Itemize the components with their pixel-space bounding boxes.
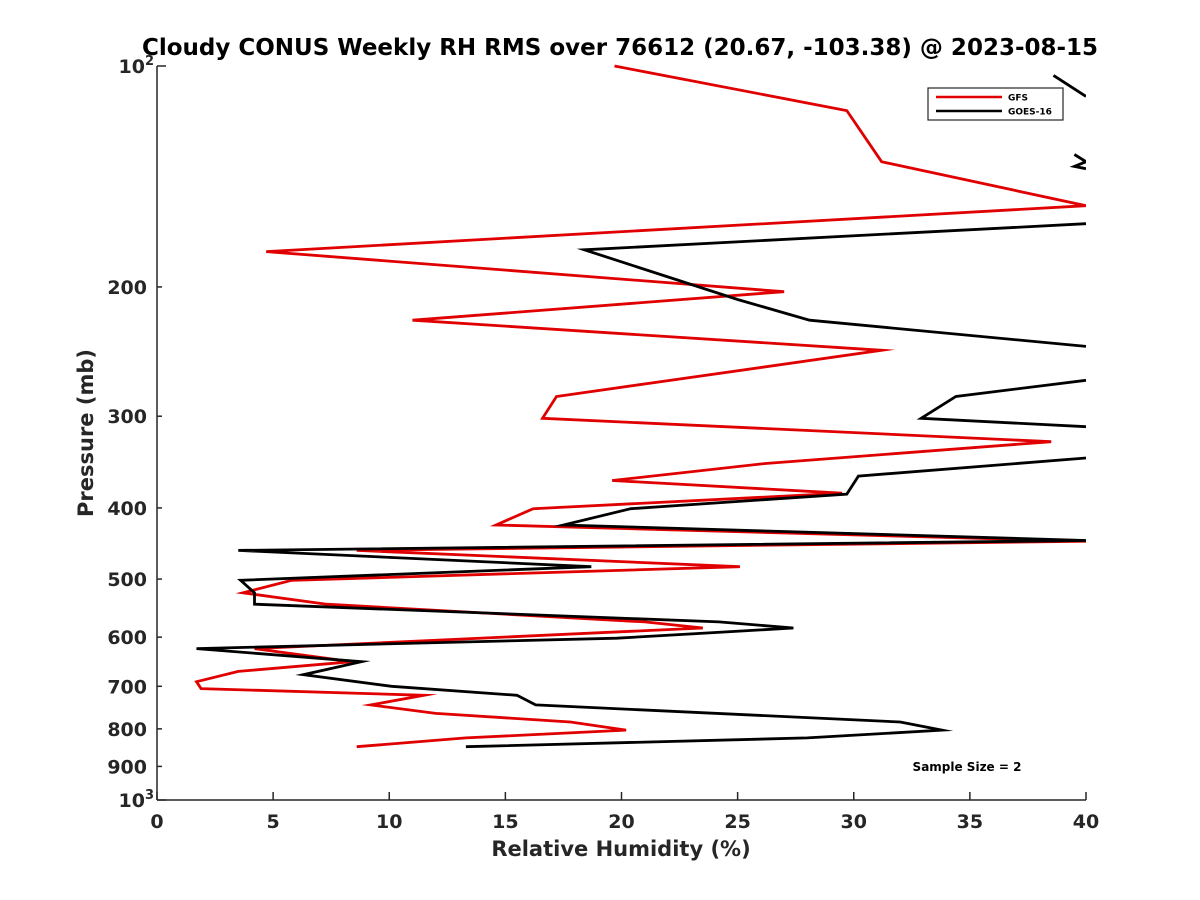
x-tick-label-20: 20 bbox=[608, 811, 634, 833]
x-axis: 0 5 10 15 20 25 30 35 40 bbox=[150, 792, 1099, 833]
x-tick-label-30: 30 bbox=[841, 811, 867, 833]
y-tick-label-600: 600 bbox=[107, 627, 147, 649]
y-tick-sup-100: 2 bbox=[145, 54, 154, 69]
y-tick-label-300: 300 bbox=[107, 406, 147, 428]
x-tick-label-15: 15 bbox=[492, 811, 518, 833]
plot-area bbox=[194, 64, 1086, 749]
x-tick-label-5: 5 bbox=[267, 811, 280, 833]
series-line-1-1 bbox=[916, 378, 1086, 429]
y-tick-label-200: 200 bbox=[107, 277, 147, 299]
chart-title: Cloudy CONUS Weekly RH RMS over 76612 (2… bbox=[142, 35, 1098, 61]
y-tick-label-800: 800 bbox=[107, 719, 147, 741]
legend-box bbox=[927, 87, 1064, 121]
y-tick-label-100: 10 bbox=[119, 56, 145, 78]
x-tick-label-35: 35 bbox=[957, 811, 983, 833]
y-tick-label-500: 500 bbox=[107, 569, 147, 591]
sample-size-annotation: Sample Size = 2 bbox=[913, 760, 1022, 774]
x-tick-label-25: 25 bbox=[724, 811, 750, 833]
x-tick-label-0: 0 bbox=[150, 811, 163, 833]
legend-label-1: GOES-16 bbox=[1008, 108, 1052, 118]
y-tick-label-700: 700 bbox=[107, 676, 147, 698]
legend-label-0: GFS bbox=[1008, 94, 1028, 104]
series-line-0-0 bbox=[194, 64, 1086, 749]
y-tick-label-400: 400 bbox=[107, 498, 147, 520]
series-line-3-0 bbox=[1069, 153, 1086, 171]
series-group bbox=[194, 64, 1086, 749]
series-line-2-0 bbox=[1052, 74, 1086, 98]
series-line-1-0 bbox=[576, 222, 1086, 348]
y-tick-sup-1000: 3 bbox=[145, 788, 154, 803]
y-tick-label-900: 900 bbox=[107, 756, 147, 778]
x-axis-label: Relative Humidity (%) bbox=[491, 837, 750, 861]
y-axis-label: Pressure (mb) bbox=[74, 349, 98, 517]
x-tick-label-40: 40 bbox=[1073, 811, 1099, 833]
x-tick-label-10: 10 bbox=[376, 811, 402, 833]
y-tick-label-1000: 10 bbox=[119, 790, 145, 812]
series-line-1-2 bbox=[196, 456, 1086, 749]
legend: GFS GOES-16 bbox=[927, 87, 1064, 121]
